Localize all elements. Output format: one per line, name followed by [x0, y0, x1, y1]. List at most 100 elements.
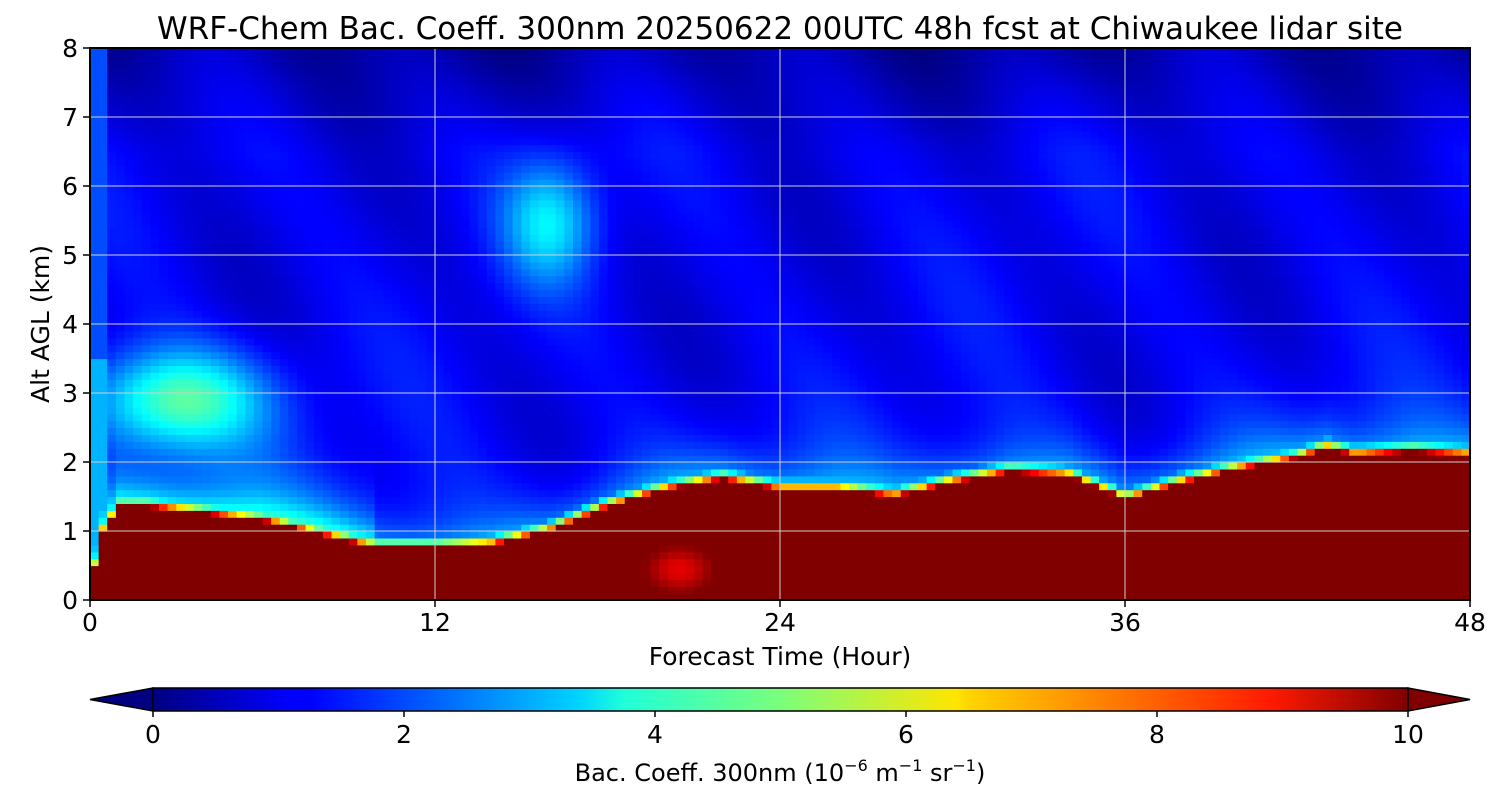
heatmap-cell	[435, 192, 445, 201]
heatmap-cell	[366, 130, 376, 139]
heatmap-cell	[202, 579, 212, 587]
heatmap-cell	[107, 462, 117, 470]
heatmap-cell	[184, 593, 195, 600]
heatmap-cell	[288, 324, 298, 332]
heatmap-cell	[253, 503, 264, 511]
heatmap-cell	[538, 427, 548, 435]
heatmap-cell	[150, 462, 160, 470]
heatmap-cell	[357, 558, 367, 567]
heatmap-cell	[176, 544, 186, 553]
heatmap-cell	[590, 420, 600, 429]
heatmap-cell	[305, 206, 315, 215]
heatmap-cell	[495, 220, 505, 228]
heatmap-cell	[98, 268, 108, 277]
heatmap-cell	[400, 248, 410, 256]
heatmap-cell	[409, 468, 419, 477]
heatmap-cell	[176, 82, 186, 90]
heatmap-cell	[340, 310, 350, 318]
heatmap-cell	[150, 103, 160, 111]
heatmap-cell	[314, 427, 324, 435]
heatmap-cell	[383, 344, 393, 353]
heatmap-cell	[141, 496, 151, 504]
heatmap-cell	[547, 468, 557, 477]
heatmap-cell	[391, 434, 402, 442]
heatmap-cell	[391, 524, 402, 532]
heatmap-cell	[262, 399, 272, 408]
heatmap-cell	[107, 48, 117, 56]
heatmap-cell	[538, 365, 548, 373]
heatmap-cell	[167, 372, 177, 380]
heatmap-cell	[357, 544, 367, 553]
heatmap-cell	[598, 303, 609, 311]
heatmap-cell	[314, 531, 324, 539]
heatmap-cell	[159, 234, 169, 242]
heatmap-cell	[279, 344, 289, 353]
heatmap-cell	[417, 510, 427, 518]
heatmap-cell	[521, 565, 531, 573]
heatmap-cell	[564, 344, 574, 353]
heatmap-cell	[184, 192, 195, 201]
heatmap-cell	[478, 261, 488, 270]
heatmap-cell	[504, 531, 514, 539]
heatmap-cell	[486, 234, 496, 242]
heatmap-cell	[297, 303, 307, 311]
heatmap-cell	[495, 468, 505, 477]
heatmap-cell	[452, 531, 462, 539]
heatmap-cell	[133, 158, 143, 166]
heatmap-cell	[288, 482, 298, 491]
heatmap-cell	[616, 434, 626, 442]
heatmap-cell	[607, 158, 617, 166]
heatmap-cell	[521, 130, 531, 139]
heatmap-cell	[495, 144, 505, 153]
heatmap-cell	[253, 344, 264, 353]
heatmap-cell	[598, 310, 609, 318]
heatmap-cell	[314, 117, 324, 125]
heatmap-cell	[564, 268, 574, 277]
heatmap-cell	[486, 372, 496, 380]
heatmap-cell	[581, 344, 591, 353]
heatmap-cell	[374, 434, 384, 442]
heatmap-cell	[469, 165, 479, 173]
heatmap-cell	[271, 310, 281, 318]
heatmap-cell	[167, 54, 177, 63]
heatmap-cell	[529, 503, 540, 511]
heatmap-cell	[486, 330, 496, 339]
heatmap-cell	[305, 558, 315, 567]
heatmap-cell	[391, 462, 402, 470]
heatmap-cell	[262, 427, 272, 435]
heatmap-cell	[150, 510, 160, 518]
heatmap-cell	[245, 206, 255, 215]
heatmap-cell	[271, 199, 281, 208]
heatmap-cell	[547, 572, 557, 580]
heatmap-cell	[443, 510, 453, 518]
heatmap-cell	[529, 551, 540, 560]
heatmap-cell	[512, 241, 522, 249]
heatmap-cell	[607, 227, 617, 235]
heatmap-cell	[357, 75, 367, 84]
heatmap-cell	[305, 110, 315, 118]
heatmap-cell	[98, 427, 108, 435]
heatmap-cell	[417, 137, 427, 146]
heatmap-cell	[271, 186, 281, 194]
heatmap-cell	[184, 151, 195, 159]
heatmap-cell	[443, 61, 453, 70]
heatmap-cell	[366, 420, 376, 429]
heatmap-cell	[590, 213, 600, 222]
heatmap-cell	[469, 448, 479, 456]
heatmap-cell	[357, 310, 367, 318]
heatmap-cell	[90, 48, 100, 56]
heatmap-cell	[573, 192, 583, 201]
heatmap-cell	[133, 324, 143, 332]
heatmap-cell	[150, 296, 160, 304]
heatmap-cell	[202, 303, 212, 311]
heatmap-cell	[383, 579, 393, 587]
heatmap-cell	[590, 475, 600, 484]
heatmap-cell	[184, 462, 195, 470]
heatmap-cell	[486, 213, 496, 222]
heatmap-cell	[383, 261, 393, 270]
heatmap-cell	[193, 268, 203, 277]
heatmap-cell	[141, 172, 151, 180]
heatmap-cell	[443, 406, 453, 415]
heatmap-cell	[314, 103, 324, 111]
heatmap-cell	[331, 144, 341, 153]
